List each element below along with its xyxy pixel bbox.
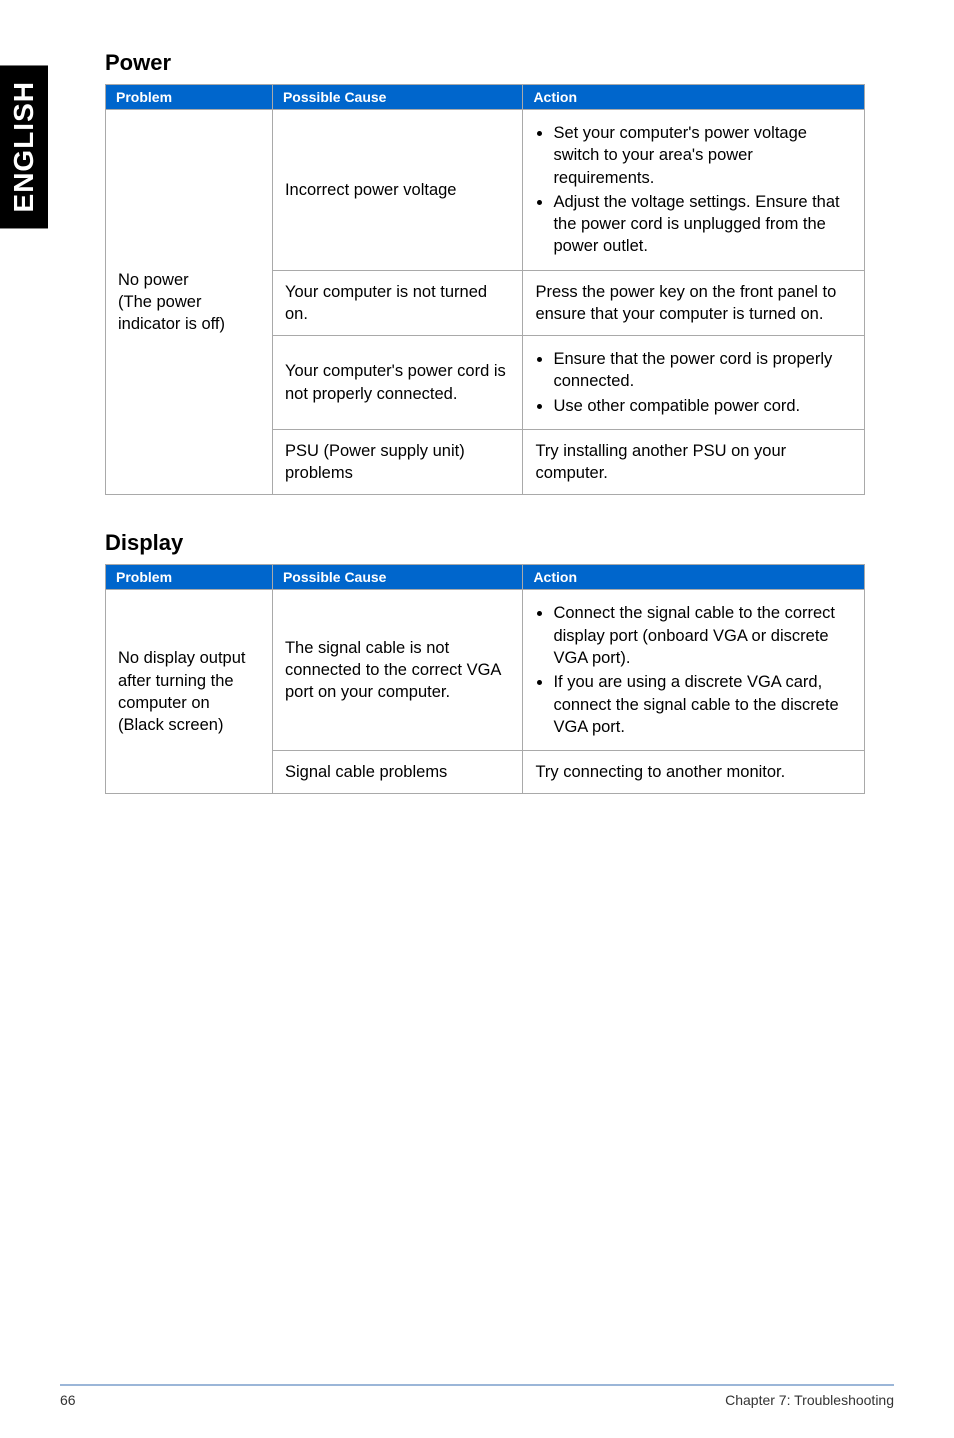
cell-cause: PSU (Power supply unit) problems <box>272 429 522 495</box>
action-item: Use other compatible power cord. <box>553 395 852 417</box>
th-problem: Problem <box>106 85 273 110</box>
action-item: If you are using a discrete VGA card, co… <box>553 671 852 738</box>
cell-cause: Your computer is not turned on. <box>272 270 522 336</box>
th-action: Action <box>523 565 865 590</box>
th-cause: Possible Cause <box>272 565 522 590</box>
cell-cause: Your computer's power cord is not proper… <box>272 336 522 430</box>
cell-cause: Incorrect power voltage <box>272 110 522 271</box>
table-row: No power (The power indicator is off) In… <box>106 110 865 271</box>
page-number: 66 <box>60 1392 76 1408</box>
cell-problem: No power (The power indicator is off) <box>106 110 273 495</box>
main-content: Power Problem Possible Cause Action No p… <box>105 50 865 829</box>
action-item: Connect the signal cable to the correct … <box>553 602 852 669</box>
cell-problem: No display output after turning the comp… <box>106 590 273 794</box>
cell-action: Connect the signal cable to the correct … <box>523 590 865 751</box>
page-footer: 66 Chapter 7: Troubleshooting <box>60 1384 894 1408</box>
language-tab: ENGLISH <box>0 65 48 228</box>
section-title-display: Display <box>105 530 865 556</box>
cell-cause: The signal cable is not connected to the… <box>272 590 522 751</box>
cell-action: Ensure that the power cord is properly c… <box>523 336 865 430</box>
chapter-label: Chapter 7: Troubleshooting <box>725 1392 894 1408</box>
th-problem: Problem <box>106 565 273 590</box>
action-item: Adjust the voltage settings. Ensure that… <box>553 191 852 258</box>
cell-action: Set your computer's power voltage switch… <box>523 110 865 271</box>
cell-action: Try installing another PSU on your compu… <box>523 429 865 495</box>
cell-action: Try connecting to another monitor. <box>523 751 865 794</box>
th-action: Action <box>523 85 865 110</box>
cell-cause: Signal cable problems <box>272 751 522 794</box>
action-item: Ensure that the power cord is properly c… <box>553 348 852 393</box>
cell-action: Press the power key on the front panel t… <box>523 270 865 336</box>
action-item: Set your computer's power voltage switch… <box>553 122 852 189</box>
display-table: Problem Possible Cause Action No display… <box>105 564 865 794</box>
th-cause: Possible Cause <box>272 85 522 110</box>
section-title-power: Power <box>105 50 865 76</box>
power-table: Problem Possible Cause Action No power (… <box>105 84 865 495</box>
table-row: No display output after turning the comp… <box>106 590 865 751</box>
